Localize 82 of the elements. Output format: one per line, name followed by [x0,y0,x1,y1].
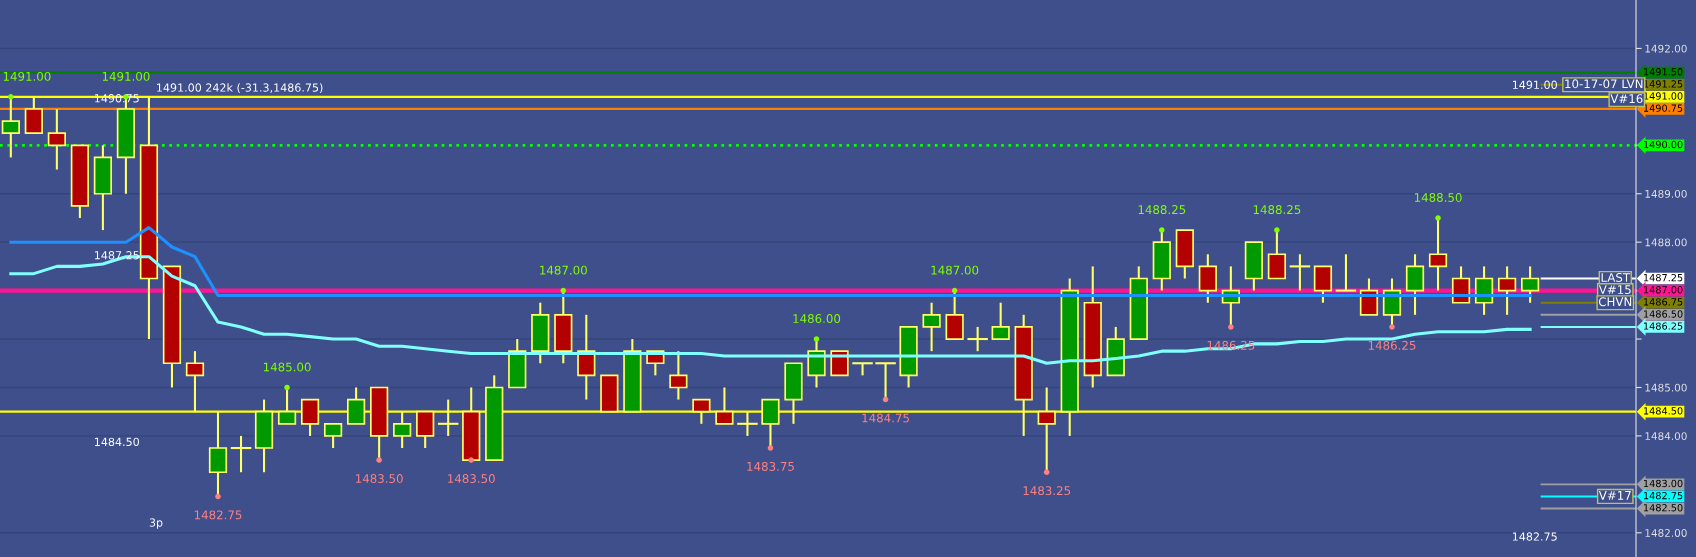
candlestick [875,362,896,401]
data-label: 1483.50 [448,474,495,483]
point [813,336,820,342]
ref-line-label: 1483.00 [1644,479,1683,488]
annotation: V#15 [1598,285,1631,295]
annotation: V#16 [1610,94,1643,104]
data-label: 1483.75 [747,461,794,471]
annotation: 1491.00 242k (-31.3,1486.75) [157,83,323,94]
ref-line-label: 1482.50 [1644,504,1683,512]
candlestick [323,422,343,450]
candlestick [692,398,711,425]
point [1043,469,1050,476]
annotation: 1491.00 [1512,80,1557,89]
candlestick [715,386,734,425]
point [882,396,889,403]
candlestick [737,410,758,437]
point [284,384,290,391]
point [1159,227,1165,233]
ref-line-label: 1490.75 [1644,104,1683,112]
data-label: 1491.00 [3,71,51,81]
ref-line-label: 1491.00 [1644,92,1683,100]
annotation: 1487.25 [95,251,139,260]
y-tick-label: 1492.00 [1645,44,1687,53]
ref-line-label: 1487.00 [1644,286,1683,294]
data-label: 1488.25 [1253,205,1301,215]
data-label: 1485.00 [263,362,311,372]
annotation: LAST [1601,273,1631,282]
x-tick-label: 3p [149,518,163,529]
data-label: 1483.25 [1023,486,1071,496]
candlestick [47,107,66,171]
data-label: 1484.75 [862,413,909,423]
candlestick [393,410,412,450]
y-tick-label: 1482.00 [1645,529,1687,537]
annotation: CHVN [1598,297,1632,307]
point [215,493,221,500]
ref-line-label: 1486.50 [1644,310,1683,318]
candlestick [1520,265,1540,304]
y-tick-label: 1489.00 [1645,189,1687,198]
annotation: 1484.50 [95,437,139,447]
point [951,287,958,294]
ref-line-label: 1487.25 [1644,273,1683,282]
point [1274,227,1280,233]
y-tick-label: 1485.00 [1645,383,1687,392]
point [8,94,14,100]
point [376,457,382,463]
data-label: 1488.50 [1414,193,1462,202]
candlestick [967,325,988,353]
data-label: 1486.00 [793,314,841,324]
data-label: 1483.50 [356,474,403,483]
candlestick [277,386,297,425]
annotation: 10-17-07 LVN [1565,79,1643,89]
ref-line-label: 1484.50 [1644,407,1683,415]
ref-line-label: 1486.75 [1644,298,1683,306]
y-tick-label: 1488.00 [1645,238,1687,247]
data-label: 1488.25 [1138,205,1186,215]
point [1435,215,1441,221]
point [468,457,474,463]
ref-line-label: 1490.00 [1644,140,1683,149]
candlestick [1,95,20,159]
candlestick [1428,216,1448,292]
point [767,445,774,451]
point [1389,324,1395,330]
ref-line-label: 1491.25 [1644,80,1683,88]
ref-line-label: 1486.25 [1644,322,1683,330]
data-label: 1482.75 [194,510,242,520]
ref-line-label: 1491.50 [1644,68,1683,76]
y-tick-label: 1484.00 [1645,432,1687,441]
candlestick [922,301,941,353]
point [560,287,567,294]
data-label: 1486.25 [1368,340,1416,350]
point [1228,324,1234,330]
candlestick [1497,265,1517,316]
candlestick [991,301,1010,341]
data-label: 1487.00 [540,265,587,275]
ref-line-label: 1482.75 [1644,491,1683,500]
candlestick [1037,386,1056,474]
data-label: 1487.00 [931,265,979,275]
annotation: V#17 [1598,491,1631,500]
candlestick [669,350,688,401]
candlestick [185,350,205,413]
annotation: 1482.75 [1512,532,1557,541]
data-label: 1491.00 [102,71,150,81]
